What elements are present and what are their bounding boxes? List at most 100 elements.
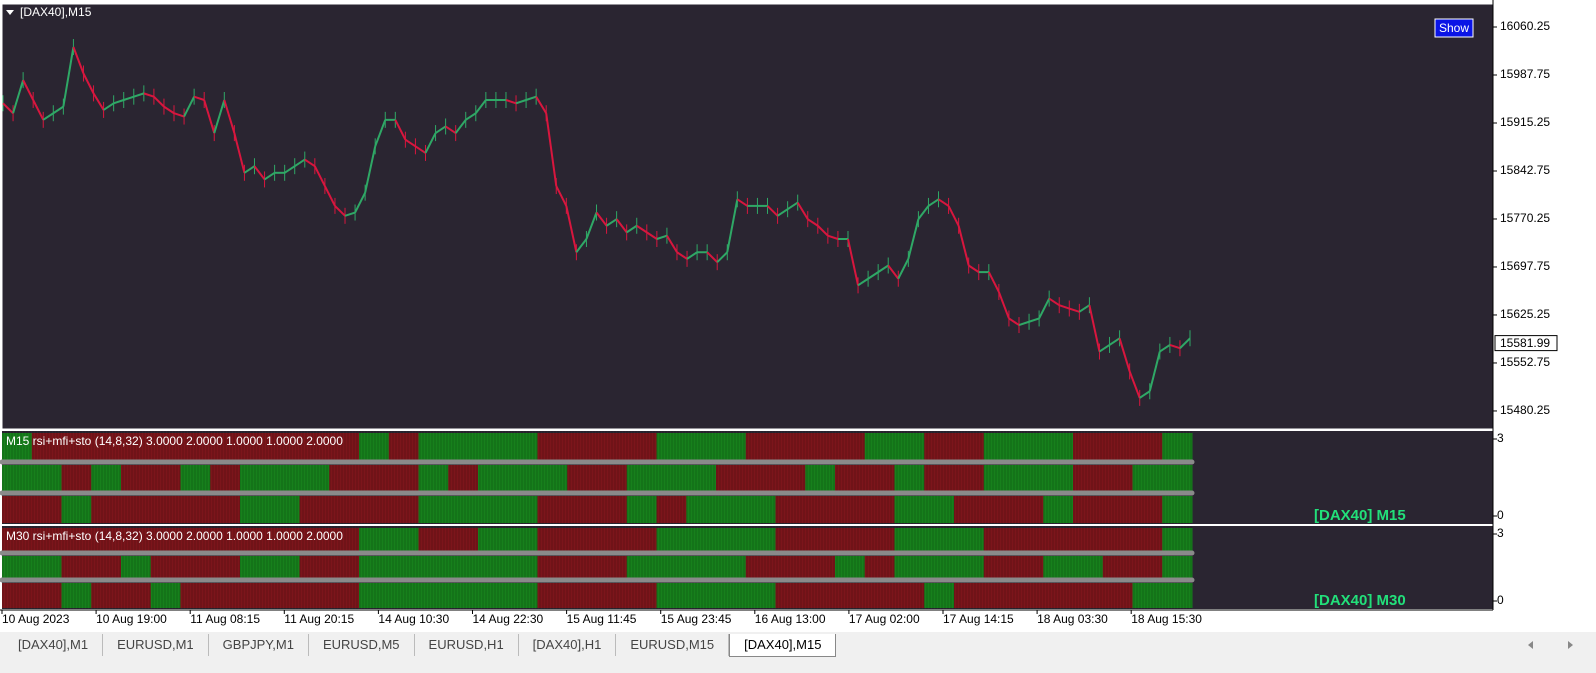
indicator-segment xyxy=(1132,465,1163,491)
price-bar xyxy=(917,205,930,220)
indicator-segment xyxy=(983,583,1014,608)
indicator-segment xyxy=(299,556,330,579)
indicator-segment xyxy=(121,496,152,523)
indicator-segment xyxy=(2,465,33,491)
indicator-segment xyxy=(269,433,300,461)
price-bar xyxy=(847,238,860,286)
indicator-label: M30 rsi+mfi+sto (14,8,32) 3.0000 2.0000 … xyxy=(6,529,343,543)
indicator-segment xyxy=(1043,528,1074,551)
indicator-segment xyxy=(121,528,152,551)
indicator-segment xyxy=(686,465,717,491)
indicator-segment xyxy=(567,556,598,579)
indicator-segment xyxy=(924,465,955,491)
indicator-segment xyxy=(983,556,1014,579)
tab[interactable]: EURUSD,M15 xyxy=(616,634,730,656)
price-bar xyxy=(736,198,748,207)
indicator-segment xyxy=(180,433,211,461)
indicator-segment xyxy=(418,496,449,523)
indicator-segment xyxy=(507,496,538,523)
price-bar xyxy=(807,218,819,227)
indicator-segment xyxy=(1073,556,1104,579)
price-bar xyxy=(465,112,477,121)
indicator-segment xyxy=(745,583,776,608)
indicator-segment xyxy=(567,583,598,608)
indicator-segment xyxy=(894,496,925,523)
show-button[interactable] xyxy=(1434,18,1474,38)
indicator-segment xyxy=(388,496,419,523)
indicator-segment xyxy=(1013,583,1044,608)
indicator-segment xyxy=(983,465,1014,491)
indicator-segment xyxy=(686,433,717,461)
price-bar xyxy=(937,198,950,207)
indicator-segment xyxy=(656,465,687,491)
price-bar xyxy=(766,205,779,217)
price-bar xyxy=(304,158,316,168)
tab[interactable]: [DAX40],M1 xyxy=(4,634,104,656)
indicator-segment xyxy=(626,465,657,491)
price-bar xyxy=(787,201,799,211)
indicator-segment xyxy=(537,496,568,523)
indicator-segment xyxy=(180,496,211,523)
indicator-segment xyxy=(1162,528,1193,551)
indicator-segment xyxy=(1073,496,1104,523)
price-bar xyxy=(968,264,980,273)
indicator-tag: [DAX40] M15 xyxy=(1314,507,1406,524)
indicator-segment xyxy=(924,433,955,461)
indicator-segment xyxy=(150,465,181,491)
indicator-segment xyxy=(180,556,211,579)
indicator-segment xyxy=(835,556,866,579)
indicator-segment xyxy=(1102,465,1133,491)
price-bar xyxy=(193,95,205,101)
indicator-segment xyxy=(537,465,568,491)
tab[interactable]: EURUSD,M5 xyxy=(309,634,415,656)
show-button-label[interactable]: Show xyxy=(1439,21,1469,35)
price-bar xyxy=(575,238,588,253)
indicator-segment xyxy=(775,465,806,491)
indicator-segment xyxy=(329,528,360,551)
indicator-segment xyxy=(2,583,33,608)
indicator-segment xyxy=(1162,433,1193,461)
price-bar xyxy=(867,271,879,280)
tab[interactable]: [DAX40],M15 xyxy=(729,634,837,657)
indicator-segment xyxy=(1102,496,1133,523)
indicator-segment xyxy=(388,528,419,551)
indicator-segment xyxy=(418,465,449,491)
indicator-segment xyxy=(478,556,509,579)
price-bar xyxy=(716,251,728,263)
current-price-label: 15581.99 xyxy=(1500,336,1550,350)
indicator-segment xyxy=(31,528,62,551)
indicator-segment xyxy=(2,556,33,579)
price-bar xyxy=(143,92,155,98)
price-bar xyxy=(706,251,718,263)
indicator-segment xyxy=(2,433,33,461)
indicator-segment xyxy=(894,433,925,461)
indicator-segment xyxy=(329,465,360,491)
indicator-segment xyxy=(418,556,449,579)
price-bar xyxy=(907,218,920,260)
price-bar xyxy=(294,158,306,168)
scroll-arrows[interactable] xyxy=(1520,636,1590,656)
time-label: 18 Aug 15:30 xyxy=(1131,612,1202,626)
tab[interactable]: EURUSD,M1 xyxy=(103,634,209,656)
indicator-segment xyxy=(210,556,241,579)
price-bar xyxy=(82,73,95,94)
price-bar xyxy=(42,112,54,121)
indicator-segment xyxy=(388,433,419,461)
indicator-segment xyxy=(269,583,300,608)
indicator-segment xyxy=(775,496,806,523)
tab[interactable]: [DAX40],H1 xyxy=(519,634,617,656)
tab[interactable]: GBPJPY,M1 xyxy=(209,634,309,656)
y-tick-label: 15480.25 xyxy=(1500,403,1550,417)
indicator-segment xyxy=(61,556,92,579)
indicator-segment xyxy=(864,556,895,579)
indicator-segment xyxy=(597,496,628,523)
indicator-segment xyxy=(954,583,985,608)
indicator-segment xyxy=(954,496,985,523)
price-bar xyxy=(404,138,416,148)
price-bar xyxy=(173,112,185,118)
indicator-segment xyxy=(924,583,955,608)
price-bar xyxy=(515,99,527,105)
tab[interactable]: EURUSD,H1 xyxy=(415,634,519,656)
price-bar xyxy=(666,235,678,253)
